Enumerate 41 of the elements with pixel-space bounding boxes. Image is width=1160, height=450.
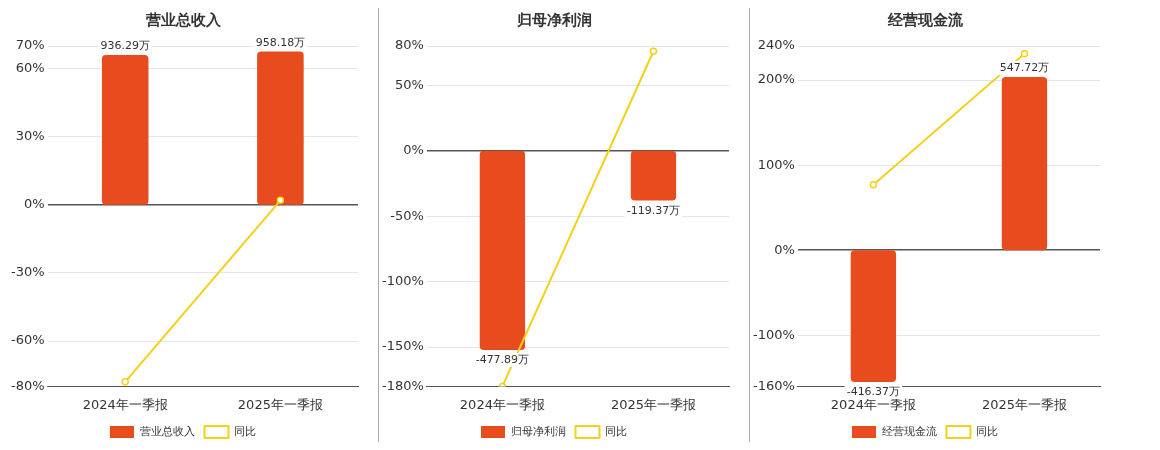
y-tick-label: 50% <box>394 76 424 92</box>
legend-label: 同比 <box>234 424 256 438</box>
y-tick-label: 0% <box>23 196 45 212</box>
data-label: -477.89万 <box>475 353 530 367</box>
y-tick-label: -60% <box>10 332 45 348</box>
y-tick-label: 0% <box>774 241 795 257</box>
y-tick-label: 200% <box>757 71 795 87</box>
legend-label: 归母净利润 <box>510 424 566 438</box>
x-tick-label: 2025年一季报 <box>981 396 1068 412</box>
y-tick-label: 70% <box>15 37 45 53</box>
data-label: -119.37万 <box>626 203 681 217</box>
chart-title: 经营现金流 <box>886 10 964 29</box>
y-tick-label: -100% <box>753 326 795 342</box>
legend-label: 同比 <box>605 424 627 438</box>
y-tick-label: -30% <box>10 264 45 280</box>
data-label: 958.18万 <box>255 35 306 49</box>
legend-label: 同比 <box>976 424 998 438</box>
x-tick-label: 2024年一季报 <box>830 396 916 412</box>
y-tick-label: 0% <box>403 142 424 158</box>
legend-label: 经营现金流 <box>881 424 937 438</box>
x-tick-label: 2025年一季报 <box>610 396 697 412</box>
data-label: 547.72万 <box>999 61 1050 75</box>
y-tick-label: 80% <box>394 37 424 53</box>
y-tick-label: 100% <box>757 156 795 172</box>
chart-title: 归母净利润 <box>515 10 592 29</box>
x-tick-label: 2024年一季报 <box>459 396 545 412</box>
y-tick-label: -160% <box>753 377 795 393</box>
y-tick-label: -150% <box>382 338 424 354</box>
x-tick-label: 2024年一季报 <box>82 396 168 412</box>
data-label: -416.37万 <box>846 385 901 399</box>
y-tick-label: -100% <box>382 273 424 289</box>
y-tick-label: -180% <box>382 377 424 393</box>
y-tick-label: 60% <box>15 60 45 76</box>
y-tick-label: 240% <box>757 37 795 53</box>
x-tick-label: 2025年一季报 <box>237 396 323 412</box>
y-tick-label: 30% <box>15 128 45 144</box>
y-tick-label: -50% <box>390 207 424 223</box>
legend-label: 营业总收入 <box>139 424 195 438</box>
y-tick-label: -80% <box>10 377 45 393</box>
data-label: 936.29万 <box>100 39 150 53</box>
chart-title: 营业总收入 <box>144 10 222 29</box>
